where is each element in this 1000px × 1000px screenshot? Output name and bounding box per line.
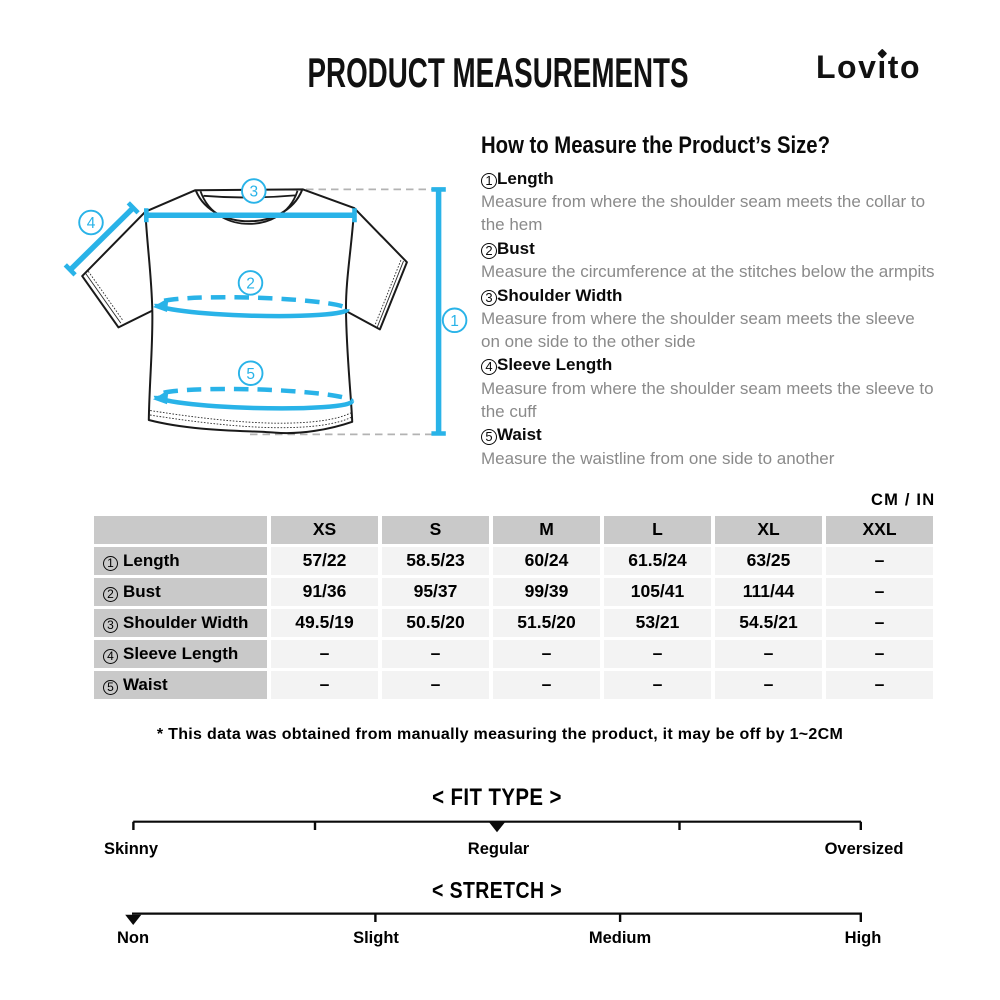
svg-text:2: 2 [246,276,255,293]
svg-text:4: 4 [87,215,96,232]
svg-text:3: 3 [249,184,258,201]
svg-text:5: 5 [246,366,255,383]
svg-text:1: 1 [450,313,459,330]
